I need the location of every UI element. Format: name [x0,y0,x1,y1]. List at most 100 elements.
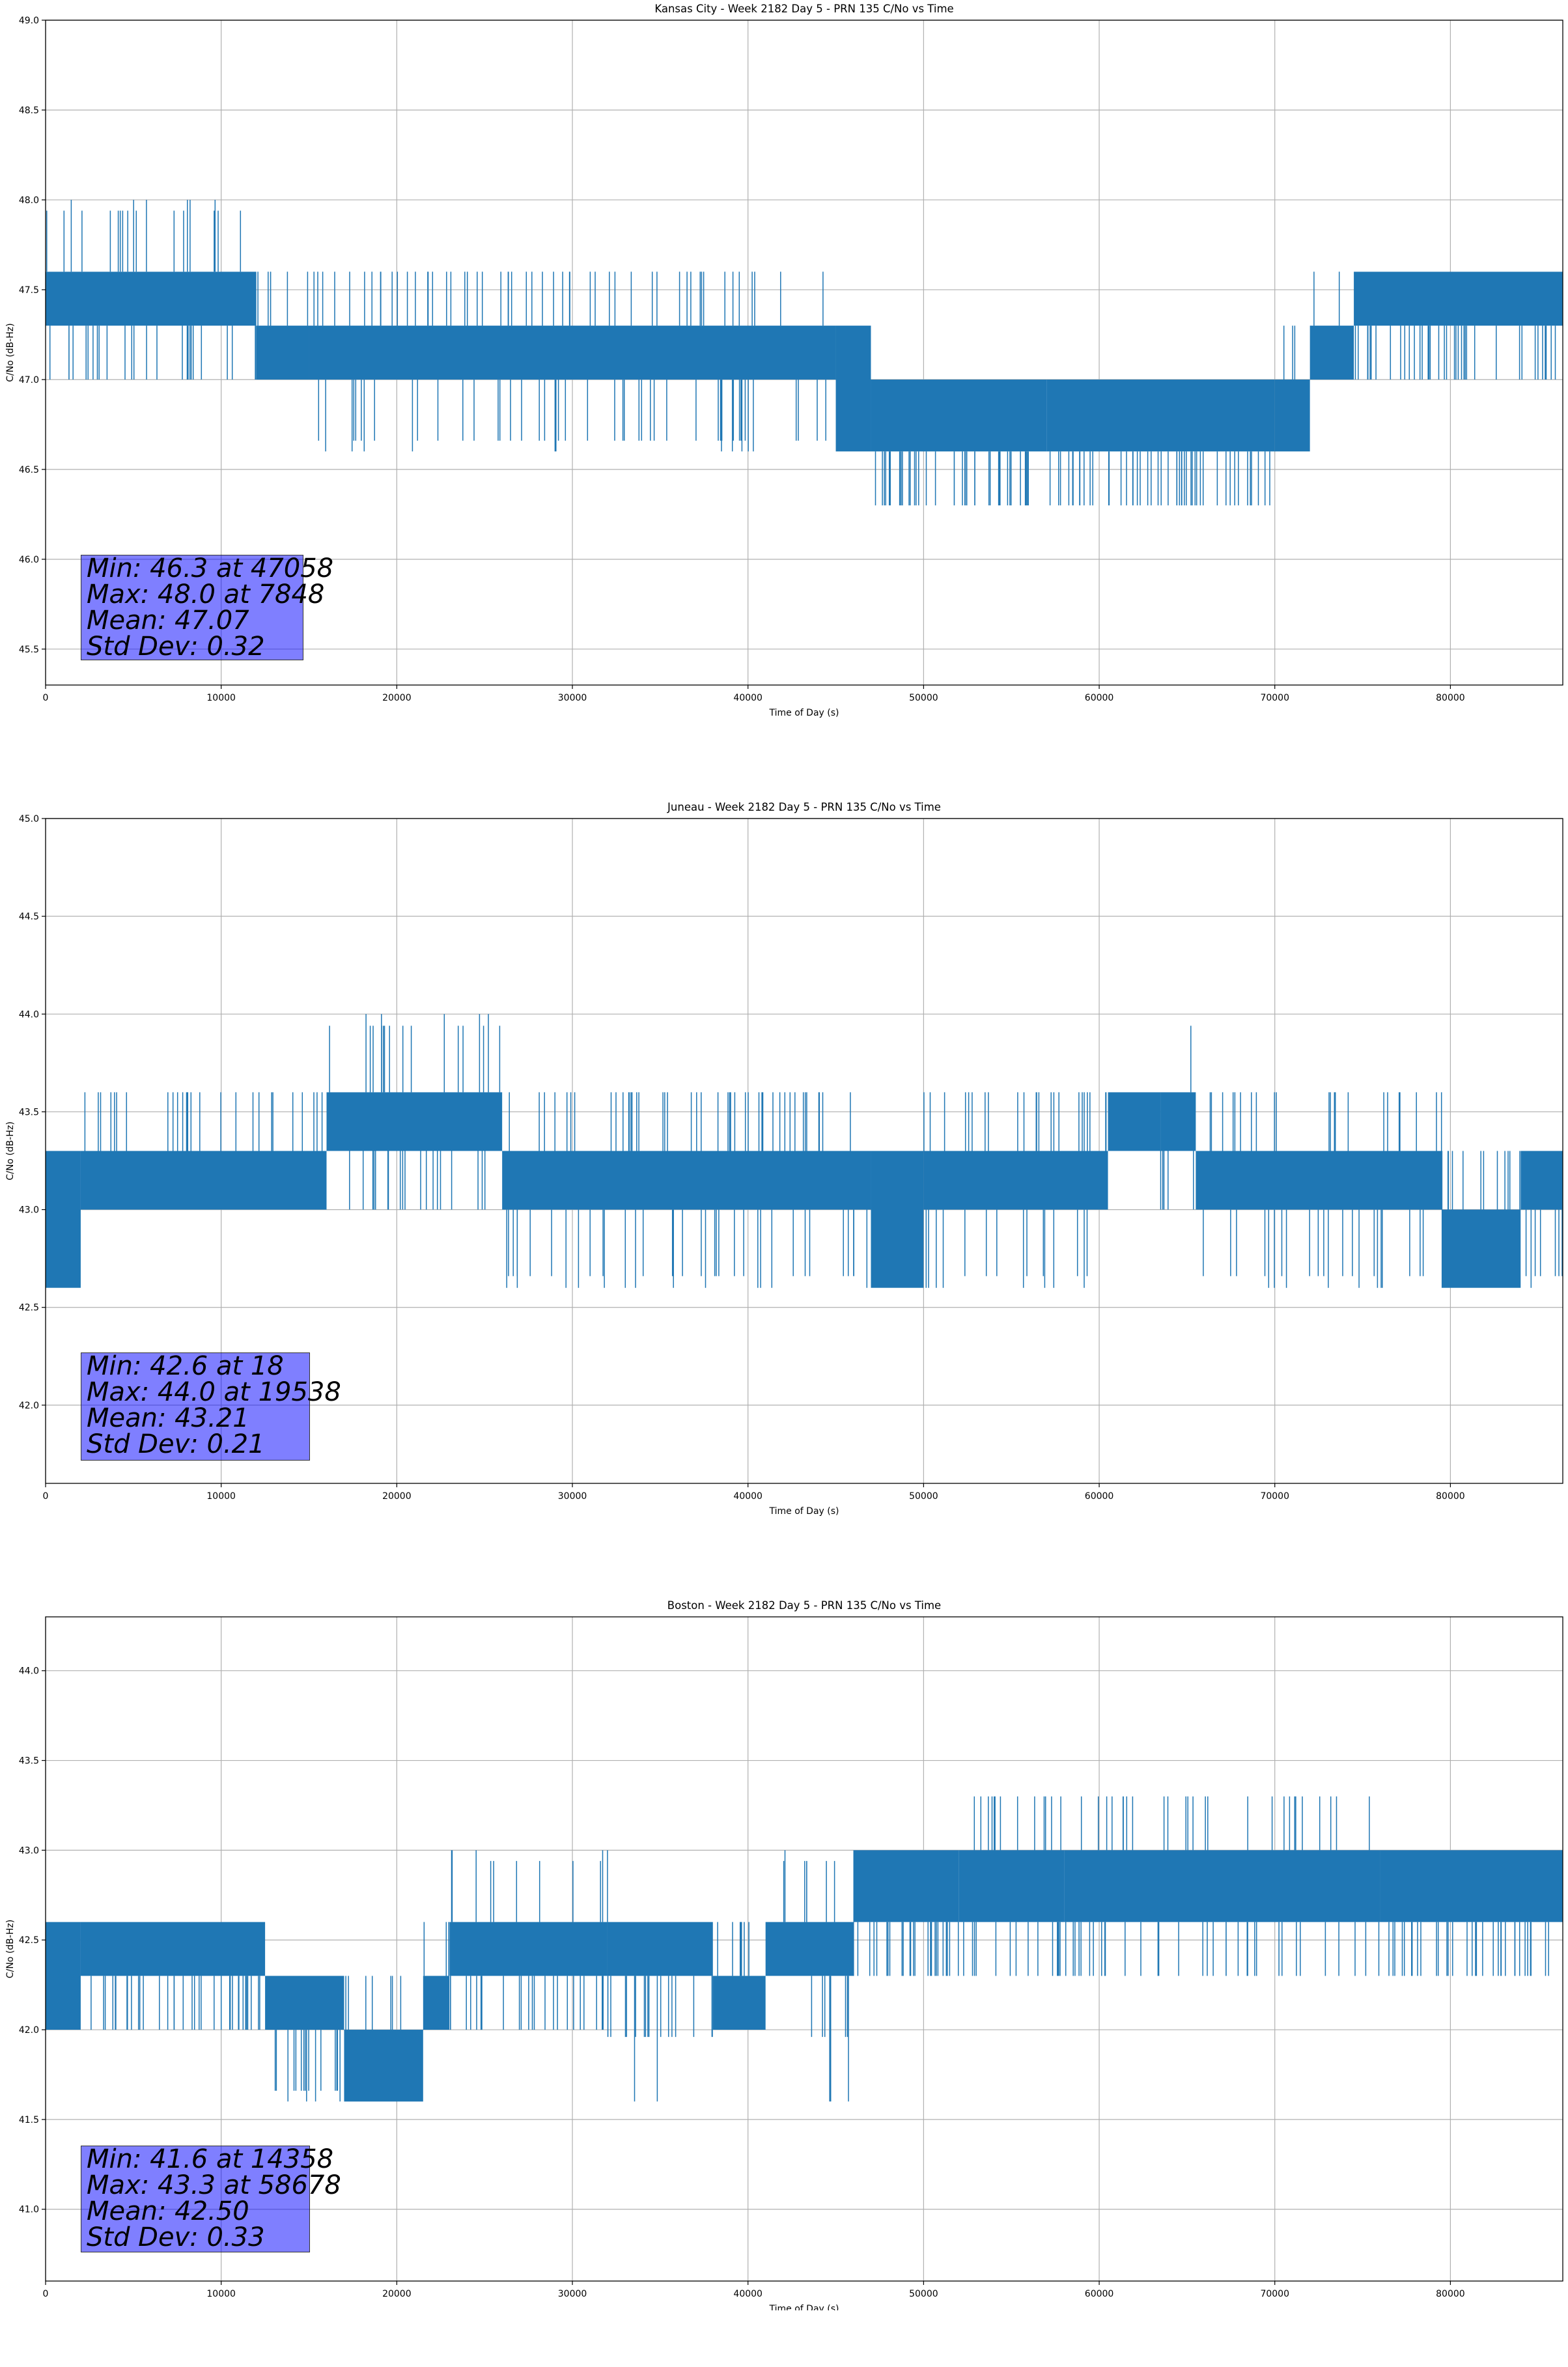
series-spikes [274,2030,341,2102]
y-tick-label: 46.0 [19,555,39,565]
series-spikes [84,1092,323,1151]
x-tick-label: 80000 [1436,1491,1465,1502]
y-tick-label: 45.5 [19,645,39,655]
series-spikes [875,451,1029,506]
series-spikes [853,1922,959,1976]
series-spikes [1065,1796,1380,1976]
series-spikes [717,1922,749,1976]
series-spikes [1283,326,1296,380]
stats-std: Std Dev: 0.21 [87,1429,265,1459]
stats-max: Max: 48.0 at 7848 [87,580,325,609]
series-spikes [313,272,826,452]
series-spikes [963,1796,1061,1976]
series-band [1441,1209,1521,1288]
chart-svg-boston: Boston - Week 2182 Day 5 - PRN 135 C/No … [5,1599,1563,2310]
series-band [1160,1092,1196,1151]
x-tick-label: 30000 [558,2289,587,2299]
series-band [46,1922,81,2030]
chart-title: Juneau - Week 2182 Day 5 - PRN 135 C/No … [667,801,941,813]
series-band [1108,1092,1161,1151]
series-band [1520,1151,1563,1210]
series-spikes [506,1092,868,1288]
x-axis-label: Time of Day (s) [769,2304,839,2310]
series-band [871,379,1047,452]
stats-mean: Mean: 42.50 [87,2196,249,2226]
x-tick-label: 0 [43,2289,49,2299]
y-tick-label: 48.0 [19,195,39,206]
x-tick-label: 0 [43,1491,49,1502]
series-band [265,1976,344,2030]
x-tick-label: 20000 [382,1491,412,1502]
series-band [871,1151,924,1288]
y-axis-label: C/No (dB-Hz) [5,323,16,382]
data-series [46,1014,1563,1288]
data-series [46,1796,1563,2102]
series-band [853,1850,959,1922]
data-series [46,199,1563,506]
y-tick-label: 42.5 [19,1303,39,1313]
series-band [256,326,309,380]
series-band [1274,379,1310,452]
stats-box: Min: 42.6 at 18 Max: 44.0 at 19538 Mean:… [81,1351,341,1461]
x-tick-label: 60000 [1085,2289,1114,2299]
y-tick-label: 49.0 [19,16,39,26]
y-tick-label: 44.0 [19,1009,39,1020]
y-tick-label: 47.0 [19,375,39,385]
series-band [46,1151,81,1288]
x-tick-label: 20000 [382,693,412,703]
series-spikes [91,1976,260,2030]
y-tick-label: 42.0 [19,1401,39,1411]
series-spikes [1525,1209,1563,1288]
stats-box: Min: 46.3 at 47058 Max: 48.0 at 7848 Mea… [81,555,333,662]
x-tick-label: 20000 [382,2289,412,2299]
plot-frame [45,818,1563,1484]
series-spikes [783,1850,849,2102]
x-tick-label: 50000 [909,693,938,703]
y-tick-label: 47.5 [19,285,39,296]
series-band [326,1092,503,1151]
series-band [1354,272,1563,326]
y-tick-label: 41.5 [19,2115,39,2125]
series-spikes [450,1850,608,2030]
x-axis-label: Time of Day (s) [769,708,839,718]
series-spikes [1049,451,1270,506]
stats-std: Std Dev: 0.32 [87,632,265,662]
x-tick-label: 0 [43,693,49,703]
y-tick-label: 42.5 [19,1935,39,1946]
x-tick-label: 50000 [909,2289,938,2299]
series-spikes [1203,1092,1442,1288]
series-band [607,1922,713,1976]
x-tick-label: 10000 [206,1491,236,1502]
x-tick-label: 30000 [558,1491,587,1502]
series-band [423,1976,450,2030]
series-spikes [345,1976,402,2030]
x-tick-label: 60000 [1085,693,1114,703]
stats-std: Std Dev: 0.33 [87,2222,265,2252]
y-tick-label: 48.5 [19,105,39,116]
series-spikes [46,199,257,380]
plot-frame [45,20,1563,686]
series-band [344,2030,423,2102]
y-axis-label: C/No (dB-Hz) [5,1920,16,1978]
series-band [712,1976,766,2030]
series-band [46,272,257,326]
series-spikes [257,272,309,326]
y-tick-label: 43.0 [19,1205,39,1216]
x-tick-label: 10000 [206,693,236,703]
series-spikes [1388,1922,1549,1976]
series-band [309,326,836,380]
y-tick-label: 46.5 [19,465,39,475]
stats-mean: Mean: 47.07 [87,606,249,636]
x-tick-label: 60000 [1085,1491,1114,1502]
stats-box: Min: 41.6 at 14358 Max: 43.3 at 58678 Me… [81,2146,341,2252]
stats-mean: Mean: 43.21 [87,1403,249,1433]
x-tick-label: 40000 [733,2289,763,2299]
y-tick-label: 41.0 [19,2205,39,2215]
chart-svg-juneau: Juneau - Week 2182 Day 5 - PRN 135 C/No … [5,801,1563,1517]
series-band [80,1151,327,1210]
y-tick-label: 43.5 [19,1107,39,1117]
series-band [923,1151,1108,1210]
series-band [80,1922,266,1976]
stats-min: Min: 42.6 at 18 [87,1351,284,1381]
chart-panel-kansas-city: Kansas City - Week 2182 Day 5 - PRN 135 … [0,0,1568,770]
